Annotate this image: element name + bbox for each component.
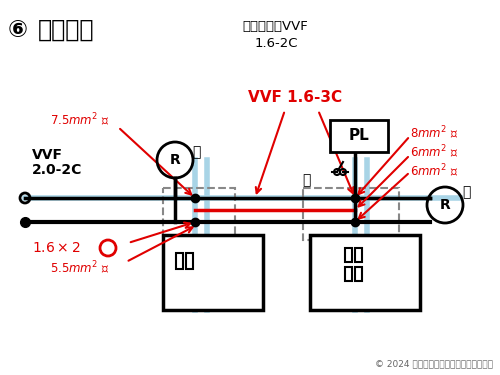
Text: 2.0-2C: 2.0-2C [32, 163, 82, 177]
Text: $6mm^2$ 小: $6mm^2$ 小 [410, 162, 459, 180]
Text: ⑥: ⑥ [8, 18, 28, 42]
Text: イ: イ [462, 185, 470, 199]
Text: PL: PL [348, 129, 370, 144]
Text: イ: イ [302, 173, 310, 187]
Text: R: R [440, 198, 450, 212]
Bar [345, 267, 352, 281]
Text: $1.6\times2$: $1.6\times2$ [32, 241, 80, 255]
Bar [303, 188, 399, 240]
Text: R: R [170, 153, 180, 167]
Text: $6mm^2$ 小: $6mm^2$ 小 [410, 144, 459, 160]
Text: VVF 1.6-3C: VVF 1.6-3C [248, 90, 342, 105]
Text: 表記無きはVVF: 表記無きはVVF [242, 20, 308, 33]
Text: © 2024 いろいろいんふぁ。無断使用禁止: © 2024 いろいろいんふぁ。無断使用禁止 [375, 359, 493, 368]
Bar [355, 267, 362, 281]
Text: VVF: VVF [32, 148, 63, 162]
Text: 圧着端子: 圧着端子 [38, 18, 94, 42]
Bar [176, 253, 183, 269]
Bar [163, 235, 263, 310]
Bar [310, 235, 420, 310]
Bar [186, 253, 193, 269]
Text: $5.5mm^2$ 小: $5.5mm^2$ 小 [50, 260, 109, 276]
Text: 1.6-2C: 1.6-2C [255, 37, 298, 50]
Text: $8mm^2$ 小: $8mm^2$ 小 [410, 124, 459, 141]
Text: イ: イ [192, 145, 200, 159]
Bar [345, 248, 352, 262]
Text: $7.5mm^2$ 小: $7.5mm^2$ 小 [50, 111, 109, 129]
Bar [330, 120, 388, 152]
Bar [163, 188, 235, 240]
Bar [355, 248, 362, 262]
